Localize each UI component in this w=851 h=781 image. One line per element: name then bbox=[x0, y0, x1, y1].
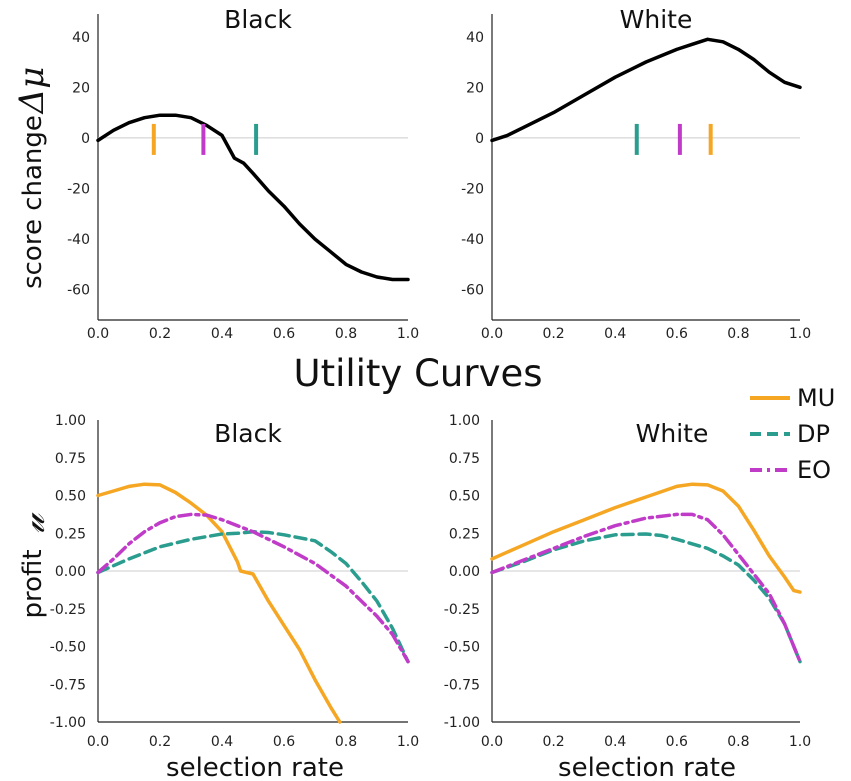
chart-panel-1: Black 40 20 0 -20 -40 -60 0.0 0.2 0.4 0.6 0.8 1.0 bbox=[67, 5, 419, 342]
y-tick-label: -40 bbox=[67, 232, 90, 248]
y-tick-label: -0.25 bbox=[50, 602, 86, 618]
series-line-score bbox=[96, 113, 410, 282]
chart-panel-2: White 40 20 0 -20 -40 -60 0.0 0.2 0.4 0.6 0.8 1.0 bbox=[461, 5, 811, 342]
y-tick-label: -0.50 bbox=[50, 640, 86, 656]
y-tick-label: 0.50 bbox=[55, 489, 86, 505]
legend: MU DP EO bbox=[750, 384, 835, 484]
y-tick-label: 0.75 bbox=[449, 451, 480, 467]
series-line-dp bbox=[490, 532, 802, 664]
x-tick-label: 0.6 bbox=[273, 734, 295, 750]
series-line-eo bbox=[96, 512, 410, 664]
y-tick-label: -20 bbox=[67, 181, 90, 197]
x-tick-label: 0.0 bbox=[481, 326, 503, 342]
x-tick-label: 0.8 bbox=[335, 326, 357, 342]
series-line-mu bbox=[96, 482, 342, 724]
y-tick-label: 0.00 bbox=[449, 564, 480, 580]
series-line-dp bbox=[96, 529, 410, 664]
legend-label-eo: EO bbox=[797, 456, 831, 484]
x-tick-label: 1.0 bbox=[789, 734, 811, 750]
y-tick-label: 0.50 bbox=[449, 489, 480, 505]
y-tick-label: 1.00 bbox=[55, 413, 86, 429]
x-tick-label: 0.4 bbox=[211, 734, 233, 750]
y-tick-label: -60 bbox=[461, 283, 484, 299]
series-line-score bbox=[490, 37, 802, 143]
y-tick-label: 0.75 bbox=[55, 451, 86, 467]
x-tick-label: 0.8 bbox=[727, 734, 749, 750]
y-tick-label: -60 bbox=[67, 283, 90, 299]
chart-panel-4: White 1.00 0.75 0.50 0.25 0.00 -0.25 -0.50 -0.75… bbox=[444, 413, 811, 750]
y-tick-label: 1.00 bbox=[449, 413, 480, 429]
x-tick-label: 1.0 bbox=[789, 326, 811, 342]
x-tick-label: 0.4 bbox=[211, 326, 233, 342]
panel-title: White bbox=[620, 5, 693, 34]
x-tick-label: 0.4 bbox=[604, 326, 626, 342]
y-tick-label: -20 bbox=[461, 181, 484, 197]
figure-title: Utility Curves bbox=[293, 352, 542, 395]
x-tick-label: 0.2 bbox=[149, 734, 171, 750]
xlabel-right: selection rate bbox=[558, 753, 736, 781]
series-line-eo bbox=[490, 512, 802, 664]
bottom-ylabel-group: profit 𝓊 bbox=[13, 512, 53, 619]
panel-title: Black bbox=[224, 5, 292, 34]
x-tick-label: 1.0 bbox=[397, 326, 419, 342]
x-tick-label: 0.2 bbox=[542, 326, 564, 342]
bottom-ylabel-symbol: 𝓊 bbox=[13, 512, 53, 534]
y-tick-label: -40 bbox=[461, 232, 484, 248]
x-tick-label: 0.6 bbox=[273, 326, 295, 342]
y-tick-label: 0.00 bbox=[55, 564, 86, 580]
panel-title: White bbox=[636, 419, 709, 448]
top-ylabel-group: score change Δμ bbox=[12, 67, 52, 289]
y-tick-label: -0.75 bbox=[50, 677, 86, 693]
top-ylabel-symbol: Δμ bbox=[12, 67, 52, 116]
x-tick-label: 0.2 bbox=[149, 326, 171, 342]
y-tick-label: 20 bbox=[72, 80, 90, 96]
x-tick-label: 0.0 bbox=[87, 734, 109, 750]
y-tick-label: -1.00 bbox=[50, 715, 86, 731]
y-tick-label: 40 bbox=[72, 30, 90, 46]
x-tick-label: 0.6 bbox=[666, 326, 688, 342]
x-tick-label: 0.0 bbox=[481, 734, 503, 750]
y-tick-label: 0 bbox=[81, 131, 90, 147]
xlabel-left: selection rate bbox=[166, 753, 344, 781]
panel-title: Black bbox=[214, 419, 282, 448]
series-line-mu bbox=[490, 482, 802, 594]
y-tick-label: 20 bbox=[466, 80, 484, 96]
x-tick-label: 0.6 bbox=[666, 734, 688, 750]
legend-label-dp: DP bbox=[797, 420, 830, 448]
y-tick-label: 0.25 bbox=[449, 526, 480, 542]
chart-panel-3: Black 1.00 0.75 0.50 0.25 0.00 -0.25 -0.50 -0.75… bbox=[50, 413, 419, 750]
legend-label-mu: MU bbox=[797, 384, 835, 412]
y-tick-label: -1.00 bbox=[444, 715, 480, 731]
y-tick-label: 40 bbox=[466, 30, 484, 46]
x-tick-label: 0.0 bbox=[87, 326, 109, 342]
x-tick-label: 0.8 bbox=[335, 734, 357, 750]
bottom-ylabel: profit bbox=[18, 549, 48, 618]
x-tick-label: 0.8 bbox=[727, 326, 749, 342]
y-tick-label: 0.25 bbox=[55, 526, 86, 542]
y-tick-label: -0.50 bbox=[444, 640, 480, 656]
x-tick-label: 0.4 bbox=[604, 734, 626, 750]
y-tick-label: 0 bbox=[475, 131, 484, 147]
y-tick-label: -0.25 bbox=[444, 602, 480, 618]
y-tick-label: -0.75 bbox=[444, 677, 480, 693]
x-tick-label: 0.2 bbox=[542, 734, 564, 750]
x-tick-label: 1.0 bbox=[397, 734, 419, 750]
top-ylabel: score change bbox=[18, 115, 48, 289]
